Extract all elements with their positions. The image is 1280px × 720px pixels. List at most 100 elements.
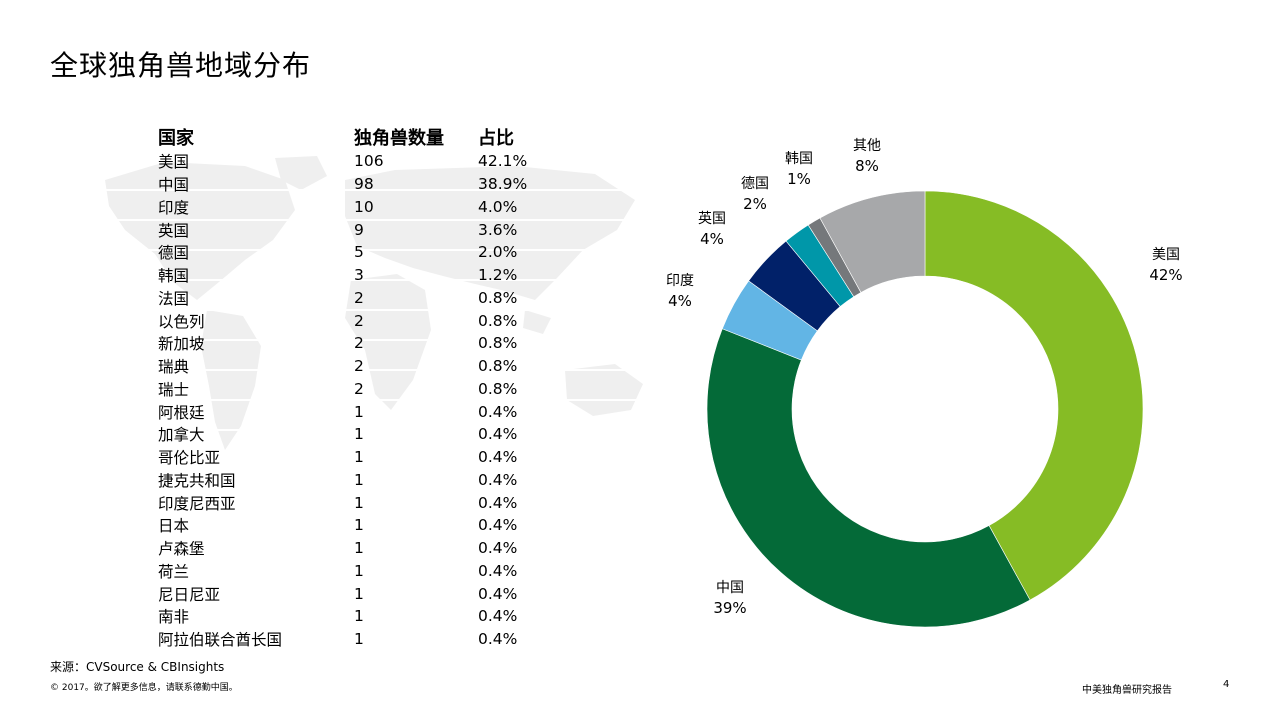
share-cell: 0.4%	[478, 607, 518, 626]
share-cell: 0.4%	[478, 516, 518, 535]
country-cell: 以色列	[158, 312, 205, 331]
country-cell: 荷兰	[158, 562, 190, 581]
report-name: 中美独角兽研究报告	[1082, 685, 1172, 696]
table-row: 韩国 3 1.2%	[158, 264, 558, 287]
country-cell: 阿根廷	[158, 403, 205, 422]
share-cell: 0.8%	[478, 334, 518, 353]
slice-value-label: 39%	[713, 599, 746, 617]
slice-value-label: 4%	[700, 230, 724, 248]
count-cell: 1	[354, 402, 364, 421]
count-cell: 1	[354, 516, 364, 535]
share-cell: 4.0%	[478, 197, 518, 216]
table-row: 阿根廷 1 0.4%	[158, 400, 558, 423]
country-cell: 德国	[158, 244, 190, 263]
country-cell: 韩国	[158, 267, 190, 286]
share-cell: 1.2%	[478, 266, 518, 285]
table-row: 瑞士 2 0.8%	[158, 378, 558, 401]
table-row: 南非 1 0.4%	[158, 605, 558, 628]
share-cell: 0.4%	[478, 402, 518, 421]
count-cell: 1	[354, 493, 364, 512]
country-cell: 印度尼西亚	[158, 494, 236, 513]
table-row: 卢森堡 1 0.4%	[158, 537, 558, 560]
table-row: 荷兰 1 0.4%	[158, 560, 558, 583]
share-cell: 0.4%	[478, 493, 518, 512]
table-row: 加拿大 1 0.4%	[158, 423, 558, 446]
copyright-note: © 2017。欲了解更多信息，请联系德勤中国。	[50, 683, 238, 693]
country-cell: 瑞典	[158, 358, 190, 377]
slice-category-label: 韩国	[785, 151, 813, 167]
table-row: 新加坡 2 0.8%	[158, 332, 558, 355]
table-row: 哥伦比亚 1 0.4%	[158, 446, 558, 469]
donut-slice	[924, 190, 1144, 601]
count-cell: 1	[354, 470, 364, 489]
slice-category-label: 其他	[853, 138, 881, 154]
header-share: 占比	[478, 128, 514, 149]
table-row: 中国 98 38.9%	[158, 173, 558, 196]
count-cell: 1	[354, 448, 364, 467]
count-cell: 98	[354, 175, 374, 194]
country-cell: 日本	[158, 517, 190, 536]
count-cell: 1	[354, 425, 364, 444]
count-cell: 1	[354, 561, 364, 580]
table-row: 以色列 2 0.8%	[158, 309, 558, 332]
country-cell: 印度	[158, 198, 190, 217]
count-cell: 2	[354, 334, 364, 353]
slice-value-label: 8%	[855, 157, 879, 175]
table-row: 英国 9 3.6%	[158, 218, 558, 241]
page-title: 全球独角兽地域分布	[50, 49, 312, 82]
count-cell: 3	[354, 266, 364, 285]
country-cell: 法国	[158, 289, 190, 308]
slice-value-label: 1%	[787, 170, 811, 188]
count-cell: 2	[354, 288, 364, 307]
country-cell: 尼日尼亚	[158, 585, 221, 604]
share-cell: 3.6%	[478, 220, 518, 239]
country-cell: 瑞士	[158, 380, 190, 399]
country-cell: 捷克共和国	[158, 471, 236, 490]
country-cell: 英国	[158, 221, 190, 240]
country-cell: 南非	[158, 608, 190, 627]
country-cell: 美国	[158, 153, 190, 172]
share-cell: 0.8%	[478, 357, 518, 376]
count-cell: 10	[354, 197, 374, 216]
count-cell: 106	[354, 152, 384, 171]
table-header-row: 国家 独角兽数量 占比	[158, 124, 558, 150]
share-cell: 0.4%	[478, 539, 518, 558]
share-cell: 0.4%	[478, 425, 518, 444]
slice-value-label: 42%	[1149, 266, 1182, 284]
donut-slice	[819, 190, 926, 293]
world-map-background	[95, 156, 655, 450]
share-cell: 0.4%	[478, 630, 518, 649]
share-cell: 0.8%	[478, 379, 518, 398]
slice-value-label: 2%	[743, 195, 767, 213]
table-row: 美国 106 42.1%	[158, 150, 558, 173]
table-row: 印度 10 4.0%	[158, 196, 558, 219]
header-count: 独角兽数量	[354, 128, 444, 149]
share-cell: 0.4%	[478, 448, 518, 467]
share-cell: 2.0%	[478, 243, 518, 262]
table-row: 尼日尼亚 1 0.4%	[158, 582, 558, 605]
table-body: 美国 106 42.1% 中国 98 38.9% 印度 10 4.0% 英国 9 3.6% 德国 5 2.0…	[158, 150, 558, 651]
table-row: 印度尼西亚 1 0.4%	[158, 491, 558, 514]
share-cell: 0.8%	[478, 311, 518, 330]
count-cell: 1	[354, 584, 364, 603]
slice-category-label: 中国	[716, 580, 744, 596]
source-note: 来源：CVSource & CBInsights	[50, 660, 225, 674]
table-row: 捷克共和国 1 0.4%	[158, 469, 558, 492]
count-cell: 1	[354, 607, 364, 626]
share-cell: 38.9%	[478, 175, 528, 194]
unicorn-country-table: 国家 独角兽数量 占比 美国 106 42.1% 中国 98 38.9% 印度 10 4.0% 英…	[158, 124, 558, 651]
header-country: 国家	[158, 128, 194, 149]
country-cell: 加拿大	[158, 426, 205, 445]
share-cell: 0.4%	[478, 470, 518, 489]
slice-value-label: 4%	[668, 292, 692, 310]
count-cell: 5	[354, 243, 364, 262]
count-cell: 9	[354, 220, 364, 239]
country-cell: 中国	[158, 176, 190, 195]
country-cell: 哥伦比亚	[158, 449, 221, 468]
count-cell: 2	[354, 379, 364, 398]
slice-category-label: 英国	[698, 210, 726, 227]
share-cell: 0.8%	[478, 288, 518, 307]
slice-category-label: 印度	[666, 273, 694, 289]
share-cell: 0.4%	[478, 561, 518, 580]
